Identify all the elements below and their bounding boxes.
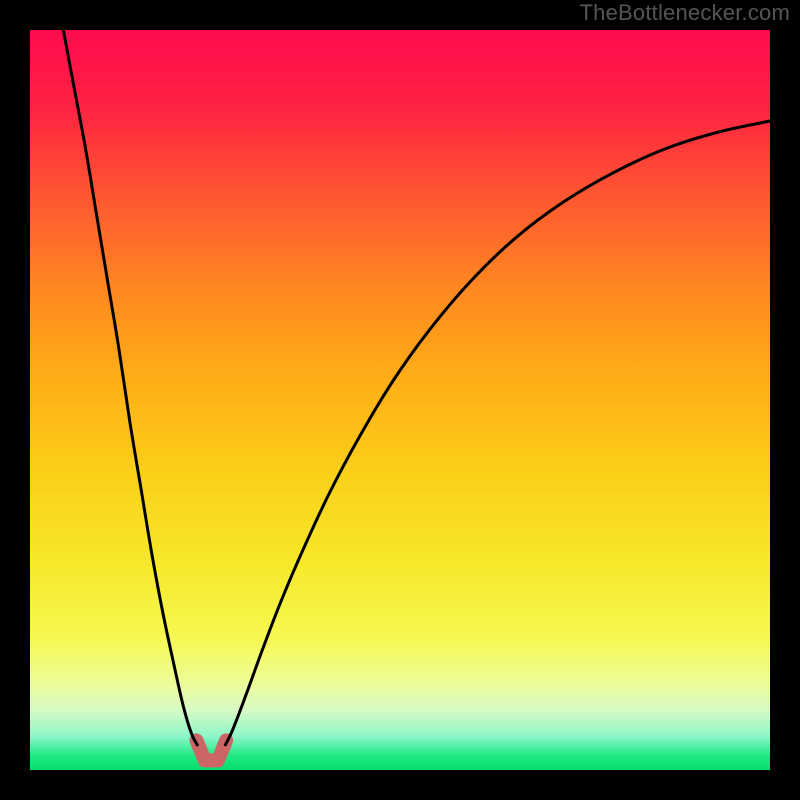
- watermark-text: TheBottlenecker.com: [580, 0, 790, 26]
- chart-svg: [0, 0, 800, 800]
- bottleneck-chart: TheBottlenecker.com: [0, 0, 800, 800]
- plot-background: [30, 30, 770, 770]
